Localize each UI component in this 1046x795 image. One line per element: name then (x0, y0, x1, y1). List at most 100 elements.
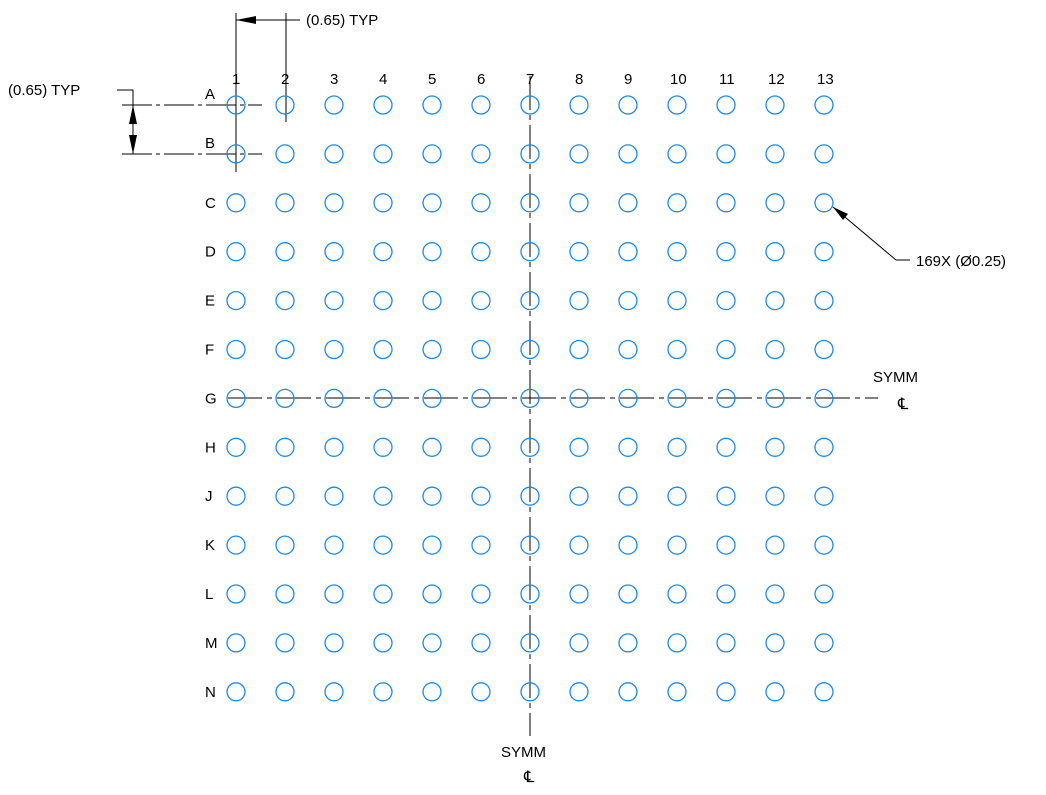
symm-label-horizontal: SYMM ℄ (873, 369, 918, 413)
pad-L10 (667, 584, 687, 604)
pad-C1 (226, 193, 246, 213)
pad-N13 (814, 682, 834, 702)
pad-G1 (226, 388, 246, 409)
pad-B7 (520, 144, 540, 164)
pad-F11 (716, 339, 736, 360)
pad-J10 (667, 486, 687, 506)
pad-B12 (765, 144, 785, 164)
column-label: 5 (428, 71, 436, 88)
row-label: E (205, 293, 215, 310)
pad-H9 (618, 437, 638, 457)
pad-E5 (422, 290, 442, 311)
pad-J5 (422, 486, 442, 506)
row-label: C (205, 195, 216, 212)
row-label: M (205, 635, 218, 652)
pad-N2 (275, 682, 295, 702)
pad-D3 (324, 242, 344, 262)
pad-G3 (324, 388, 344, 409)
pad-C4 (373, 193, 393, 213)
pad-B2 (275, 144, 295, 164)
pad-K6 (471, 535, 491, 555)
arrowhead-top (129, 105, 137, 124)
row-label: A (205, 86, 215, 103)
pad-F8 (569, 339, 589, 360)
row-label: D (205, 244, 216, 261)
pad-D11 (716, 242, 736, 262)
pad-A1 (226, 95, 246, 115)
pad-G6 (471, 388, 491, 409)
pad-B11 (716, 144, 736, 164)
pad-B4 (373, 144, 393, 164)
pad-N7 (520, 682, 540, 702)
pad-E11 (716, 290, 736, 311)
pad-B5 (422, 144, 442, 164)
pad-G10 (667, 388, 687, 409)
pad-J4 (373, 486, 393, 506)
pad-N8 (569, 682, 589, 702)
pad-E13 (814, 290, 834, 311)
pad-L7 (520, 584, 540, 604)
symm-label-vertical: SYMM ℄ (501, 744, 546, 786)
leader-y (117, 89, 134, 105)
pad-N9 (618, 682, 638, 702)
pad-M11 (716, 633, 736, 653)
row-label: L (205, 586, 213, 603)
pad-H12 (765, 437, 785, 457)
pad-B6 (471, 144, 491, 164)
pad-N3 (324, 682, 344, 702)
pad-C11 (716, 193, 736, 213)
pad-E12 (765, 290, 785, 311)
pad-J1 (226, 486, 246, 506)
column-label: 3 (330, 71, 338, 88)
row-label: N (205, 684, 216, 701)
column-label: 12 (768, 71, 785, 88)
pad-M8 (569, 633, 589, 653)
pad-N4 (373, 682, 393, 702)
pad-F4 (373, 339, 393, 360)
pad-L9 (618, 584, 638, 604)
pad-D8 (569, 242, 589, 262)
pad-H8 (569, 437, 589, 457)
pad-E4 (373, 290, 393, 311)
pad-B13 (814, 144, 834, 164)
pad-F13 (814, 339, 834, 360)
pad-D2 (275, 242, 295, 262)
pad-B1 (226, 144, 246, 164)
pad-E1 (226, 290, 246, 311)
pad-C3 (324, 193, 344, 213)
pad-C2 (275, 193, 295, 213)
pad-H11 (716, 437, 736, 457)
pad-G2 (275, 388, 295, 409)
pad-K7 (520, 535, 540, 555)
pad-A10 (667, 95, 687, 115)
pad-H1 (226, 437, 246, 457)
pitch-x-dimension: (0.65) TYP (235, 12, 378, 172)
pad-L13 (814, 584, 834, 604)
row-label: K (205, 537, 215, 554)
pad-G5 (422, 388, 442, 409)
column-label: 9 (624, 71, 632, 88)
pad-L1 (226, 584, 246, 604)
pad-F7 (520, 339, 540, 360)
pad-K5 (422, 535, 442, 555)
pad-H4 (373, 437, 393, 457)
pad-F2 (275, 339, 295, 360)
pad-D12 (765, 242, 785, 262)
pad-callout: 169X (Ø0.25) (832, 206, 1006, 270)
pad-D4 (373, 242, 393, 262)
pad-D7 (520, 242, 540, 262)
arrowhead-left (236, 16, 256, 24)
pad-J13 (814, 486, 834, 506)
row-label: F (205, 342, 214, 359)
pad-B9 (618, 144, 638, 164)
pad-D10 (667, 242, 687, 262)
pad-K9 (618, 535, 638, 555)
pitch-y-dimension: (0.65) TYP (8, 82, 262, 155)
pad-callout-label: 169X (Ø0.25) (916, 253, 1006, 270)
pad-H6 (471, 437, 491, 457)
column-label: 8 (575, 71, 583, 88)
pad-E7 (520, 290, 540, 311)
pad-H13 (814, 437, 834, 457)
column-label: 2 (281, 71, 289, 88)
pad-C7 (520, 193, 540, 213)
